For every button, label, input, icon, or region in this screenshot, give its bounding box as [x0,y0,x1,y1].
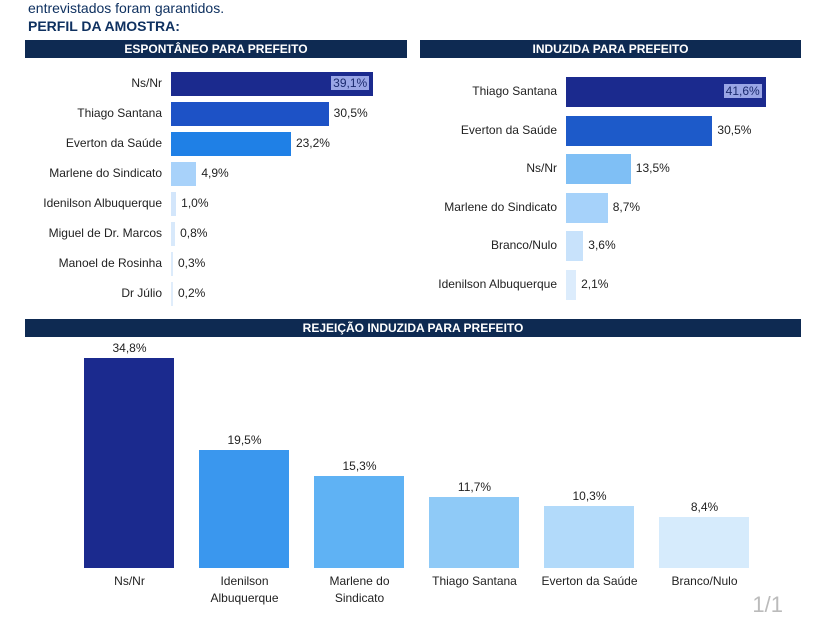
data-label: 0,8% [180,226,208,240]
category-label: Sindicato [334,591,385,605]
data-label: 0,2% [178,286,206,300]
category-label: Idenilson Albuquerque [438,276,557,291]
section-title: PERFIL DA AMOSTRA: [28,18,180,34]
chart-title-induzida: INDUZIDA PARA PREFEITO [420,40,801,58]
category-label: Idenilson [220,574,269,588]
category-label: Branco/Nulo [490,238,557,252]
bar [84,358,174,568]
bar [171,132,291,156]
data-label: 30,5% [333,106,368,120]
bar [171,162,197,186]
data-label: 1,0% [181,196,209,210]
category-label: Dr Júlio [121,286,162,300]
data-label: 11,7% [457,480,492,495]
bar [429,497,519,568]
category-label: Idenilson Albuquerque [43,196,162,210]
category-label: Everton da Saúde [460,122,557,137]
data-label: 19,5% [227,433,262,448]
category-label: Thiago Santana [77,106,162,120]
data-label: 41,6% [723,84,762,98]
category-label: Marlene do Sindicato [49,166,162,180]
data-label: 23,2% [295,136,330,150]
category-label: Everton da Saúde [541,574,638,588]
bar [171,222,176,246]
data-label: 30,5% [717,122,752,137]
bar [171,192,177,216]
bar [566,192,608,223]
bar [566,231,584,261]
bar [566,115,713,146]
chart-title-rejeicao: REJEIÇÃO INDUZIDA PARA PREFEITO [25,319,801,337]
data-label: 13,5% [635,161,670,175]
data-label: 8,7% [612,199,641,214]
bar [171,282,173,306]
intro-text: entrevistados foram garantidos. [28,0,225,16]
category-label: Albuquerque [210,591,279,605]
category-label: Everton da Saúde [65,136,162,150]
category-label: Thiago Santana [432,574,517,588]
data-label: 10,3% [572,488,607,503]
category-label: Miguel de Dr. Marcos [48,226,162,240]
bar [314,475,404,568]
bar [171,252,173,276]
category-label: Ns/Nr [526,161,557,175]
chart-title-espontaneo: ESPONTÂNEO PARA PREFEITO [25,40,407,58]
bar [544,505,634,568]
bar [566,154,631,184]
data-label: 15,3% [342,458,377,473]
category-label: Manoel de Rosinha [58,256,162,270]
category-label: Branco/Nulo [671,574,738,588]
data-label: 8,4% [690,500,719,515]
bar [659,517,749,568]
category-label: Ns/Nr [131,76,162,90]
data-label: 0,3% [178,256,206,270]
category-label: Marlene do Sindicato [444,199,557,214]
data-label: 2,1% [581,276,609,291]
data-label: 4,9% [201,166,229,180]
data-label: 39,1% [331,76,370,90]
bar [171,102,329,126]
data-label: 34,8% [112,341,147,356]
category-label: Marlene do [329,574,390,588]
category-label: Thiago Santana [472,84,557,98]
category-label: Ns/Nr [114,574,145,588]
data-label: 3,6% [588,238,616,252]
page-indicator: 1/1 [752,592,783,617]
bar [566,269,577,300]
bar [199,450,289,568]
